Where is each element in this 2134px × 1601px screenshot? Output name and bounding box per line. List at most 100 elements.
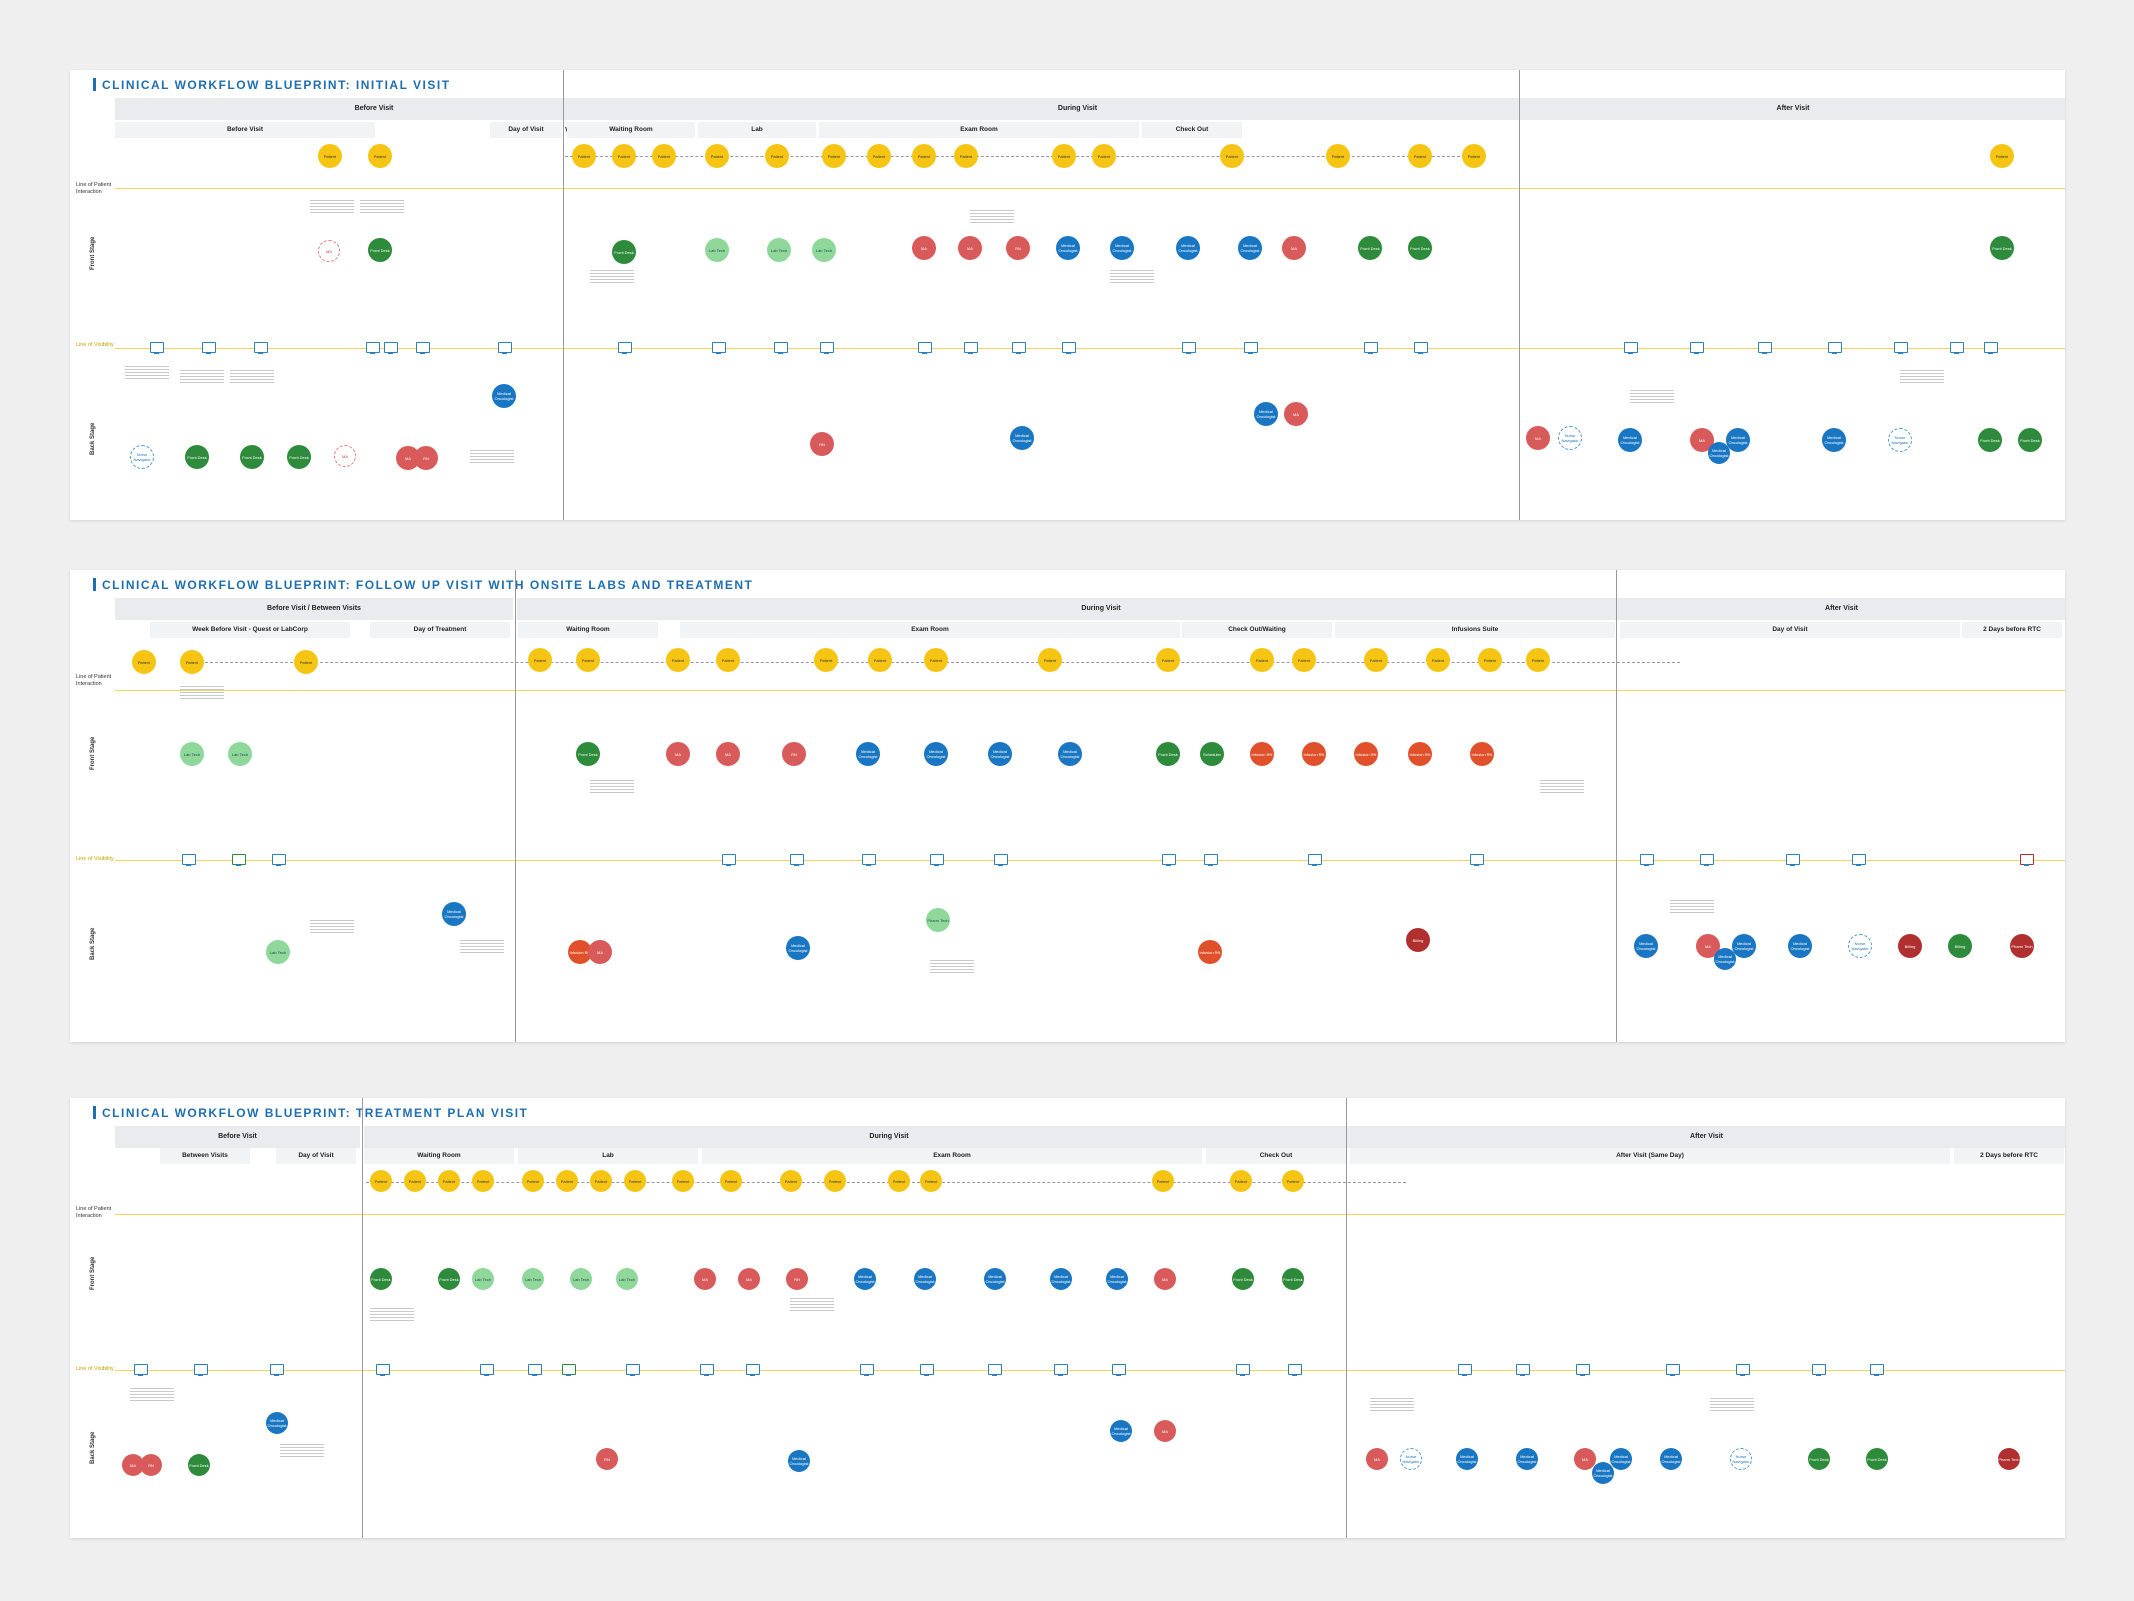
- monitor-icon: [722, 854, 736, 866]
- monitor-icon: [416, 342, 430, 354]
- monitor-icon: [1308, 854, 1322, 866]
- lane-front-stage: Front Stage: [90, 1256, 96, 1290]
- annotation-text: [310, 920, 354, 934]
- monitor-icon: [790, 854, 804, 866]
- phase-divider: [362, 1098, 363, 1538]
- patient-node: Patient: [814, 648, 838, 672]
- lane-back-stage: Back Stage: [90, 422, 96, 455]
- monitor-icon: [1244, 342, 1258, 354]
- monitor-icon: [1236, 1364, 1250, 1376]
- monitor-icon: [700, 1364, 714, 1376]
- nurse-navigator-node: Nurse Navigator: [1848, 934, 1872, 958]
- blueprint-panel-follow-up-visit: CLINICAL WORKFLOW BLUEPRINT: FOLLOW UP V…: [70, 570, 2065, 1042]
- rn-node: RN: [414, 446, 438, 470]
- lab-tech-node: Lab Tech: [228, 742, 252, 766]
- medical-oncologist-node: Medical Oncologist: [492, 384, 516, 408]
- patient-node: Patient: [132, 650, 156, 674]
- subphase-day-of-visit: Day of Visit: [276, 1148, 356, 1164]
- monitor-icon: [254, 342, 268, 354]
- subphase-check-out: Check Out: [1206, 1148, 1346, 1164]
- line-of-visibility: [115, 1370, 2065, 1371]
- monitor-icon: [366, 342, 380, 354]
- medical-oncologist-node: Medical Oncologist: [1634, 934, 1658, 958]
- patient-node: Patient: [1092, 144, 1116, 168]
- medical-oncologist-node: Medical Oncologist: [1238, 236, 1262, 260]
- medical-oncologist-node: Medical Oncologist: [856, 742, 880, 766]
- patient-node: Patient: [1038, 648, 1062, 672]
- phase-before-visit: Before Visit: [115, 98, 633, 120]
- patient-node: Patient: [822, 144, 846, 168]
- patient-node: Patient: [590, 1170, 612, 1192]
- medical-oncologist-node: Medical Oncologist: [1732, 934, 1756, 958]
- phase-during-visit: During Visit: [517, 598, 1685, 620]
- annotation-text: [1670, 900, 1714, 914]
- monitor-icon: [994, 854, 1008, 866]
- subphase-lab: Lab: [518, 1148, 698, 1164]
- front-desk-node: Front Desk: [368, 238, 392, 262]
- patient-node: Patient: [472, 1170, 494, 1192]
- infusion-rn-node: Infusion RN: [1408, 742, 1432, 766]
- monitor-icon: [988, 1364, 1002, 1376]
- patient-node: Patient: [765, 144, 789, 168]
- monitor-icon: [182, 854, 196, 866]
- monitor-icon: [134, 1364, 148, 1376]
- lane-line-of-visibility: Line of Visibility: [76, 1366, 114, 1372]
- billing-node: Billing: [1898, 934, 1922, 958]
- monitor-icon: [562, 1364, 576, 1376]
- phase-divider: [1616, 570, 1617, 1042]
- patient-node: Patient: [1990, 144, 2014, 168]
- subphase-waiting-room: Waiting Room: [364, 1148, 514, 1164]
- front-desk-node: Front Desk: [1156, 742, 1180, 766]
- monitor-icon: [1470, 854, 1484, 866]
- ma-node: MA: [1366, 1448, 1388, 1470]
- monitor-icon: [1458, 1364, 1472, 1376]
- ma-node: MA: [318, 240, 340, 262]
- monitor-icon: [1182, 342, 1196, 354]
- lab-tech-node: Lab Tech: [266, 940, 290, 964]
- subphase-lab: Lab: [698, 122, 816, 138]
- ma-node: MA: [958, 236, 982, 260]
- monitor-icon: [774, 342, 788, 354]
- subphase-between-visits: Between Visits: [160, 1148, 250, 1164]
- rn-node: RN: [596, 1448, 618, 1470]
- front-desk-node: Front Desk: [1808, 1448, 1830, 1470]
- monitor-icon: [618, 342, 632, 354]
- monitor-icon: [1690, 342, 1704, 354]
- monitor-icon: [1204, 854, 1218, 866]
- annotation-text: [790, 1298, 834, 1312]
- monitor-icon: [498, 342, 512, 354]
- patient-node: Patient: [1364, 648, 1388, 672]
- annotation-text: [460, 940, 504, 954]
- patient-node: Patient: [1326, 144, 1350, 168]
- subphase-after-visit-same-day: After Visit (Same Day): [1350, 1148, 1950, 1164]
- patient-node: Patient: [888, 1170, 910, 1192]
- annotation-text: [1110, 270, 1154, 284]
- subphase-week-before-visit: Week Before Visit - Quest or LabCorp: [150, 622, 350, 638]
- front-desk-node: Front Desk: [576, 742, 600, 766]
- ma-node: MA: [666, 742, 690, 766]
- front-desk-node: Front Desk: [1232, 1268, 1254, 1290]
- monitor-icon: [820, 342, 834, 354]
- medical-oncologist-node: Medical Oncologist: [984, 1268, 1006, 1290]
- monitor-icon: [626, 1364, 640, 1376]
- line-of-patient-interaction: [115, 1214, 2065, 1215]
- patient-node: Patient: [556, 1170, 578, 1192]
- annotation-text: [970, 210, 1014, 224]
- rn-node: RN: [786, 1268, 808, 1290]
- monitor-icon: [1288, 1364, 1302, 1376]
- monitor-icon: [2020, 854, 2034, 866]
- subphase-exam-room: Exam Room: [680, 622, 1180, 638]
- ma-node: MA: [716, 742, 740, 766]
- patient-node: Patient: [438, 1170, 460, 1192]
- patient-journey-line: [366, 1182, 1406, 1183]
- monitor-icon: [1364, 342, 1378, 354]
- annotation-text: [1630, 390, 1674, 404]
- lane-front-stage: Front Stage: [90, 236, 96, 270]
- infusion-rn-node: Infusion RN: [1198, 940, 1222, 964]
- ma-node: MA: [738, 1268, 760, 1290]
- monitor-icon: [202, 342, 216, 354]
- monitor-icon: [1112, 1364, 1126, 1376]
- monitor-icon: [1516, 1364, 1530, 1376]
- monitor-icon: [1012, 342, 1026, 354]
- monitor-icon: [746, 1364, 760, 1376]
